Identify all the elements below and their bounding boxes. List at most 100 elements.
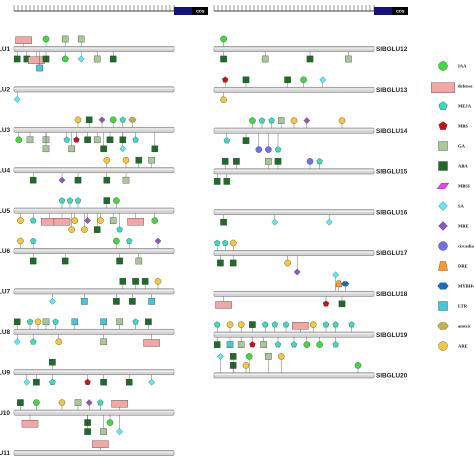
gene-label: SlBGLU14	[376, 128, 408, 135]
promoter-bar	[213, 372, 375, 379]
legend-item: IAA	[438, 61, 467, 71]
gene-tracks: LU1 LU2 LU3 LU4 LU5 LU6 LU7 LU8 LU9 LU10 LU11 SlBGL…	[0, 35, 408, 457]
ga-icon	[42, 318, 50, 326]
defense-icon	[127, 218, 144, 226]
cds-box-right	[374, 7, 392, 15]
gene-track: SlBGLU18	[213, 271, 408, 309]
legend-label: MEJA	[458, 104, 472, 109]
promoter-bar	[213, 168, 375, 175]
meja-icon	[348, 321, 355, 328]
gene-label: LU4	[0, 167, 10, 174]
cds-label-right: CDS	[396, 9, 405, 14]
scale-bar-right: CDS	[213, 5, 408, 15]
meja-icon	[26, 318, 34, 325]
meja-icon	[63, 136, 70, 143]
promoter-bar	[213, 331, 375, 338]
meja-icon	[74, 197, 82, 204]
legend-label: ABA	[458, 164, 468, 169]
ga-icon	[68, 145, 75, 153]
are-icon	[68, 226, 75, 233]
aba-icon	[438, 161, 448, 171]
meja-icon	[132, 318, 139, 325]
meja-icon	[262, 321, 269, 328]
are-icon	[277, 353, 285, 360]
mbs-icon	[438, 121, 448, 130]
aba-icon	[100, 145, 107, 153]
legend-item: MRE	[438, 221, 469, 231]
promoter-bar	[13, 288, 175, 295]
legend-item: MBSI	[436, 183, 470, 189]
anoxic-icon	[437, 322, 449, 330]
ltr-icon	[81, 298, 88, 305]
iaa-icon	[113, 197, 120, 204]
ltr-icon	[438, 301, 448, 311]
gene-label: LU1	[0, 46, 10, 53]
aba-icon	[151, 145, 159, 153]
promoter-bar	[13, 46, 175, 52]
aba-icon	[17, 399, 24, 406]
are-icon	[229, 239, 237, 247]
are-icon	[103, 156, 111, 164]
sa-icon	[49, 298, 56, 305]
legend-item: ARE	[438, 341, 468, 351]
ga-icon	[109, 217, 117, 224]
ga-icon	[135, 257, 143, 265]
gene-track: SlBGLU14	[213, 117, 408, 153]
meja-icon	[223, 137, 230, 144]
promoter-bar	[213, 127, 375, 134]
gene-track: LU2	[0, 86, 175, 103]
legend-label: anoxic	[458, 324, 471, 329]
ltr-icon	[100, 318, 107, 326]
mre-icon	[293, 268, 301, 276]
scale-bars: CDS CDS	[13, 5, 408, 15]
aba-icon	[100, 378, 107, 386]
gene-label: SlBGLU16	[376, 209, 408, 216]
gene-label: SlBGLU20	[376, 373, 408, 380]
aba-icon	[42, 55, 50, 63]
sa-icon	[438, 201, 448, 211]
promoter-bar	[213, 290, 375, 297]
aba-icon	[84, 136, 91, 144]
promoter-bar	[13, 207, 175, 214]
gene-label: LU2	[0, 87, 10, 94]
gene-label: LU6	[0, 248, 10, 255]
aba-icon	[103, 197, 111, 204]
legend-item: SA	[438, 201, 465, 211]
legend-item: defense	[431, 82, 473, 93]
mbsi-icon	[436, 183, 450, 189]
gene-track: LU4	[0, 156, 175, 184]
meja-icon	[316, 158, 323, 165]
iaa-icon	[109, 116, 117, 124]
gene-label: LU5	[0, 208, 10, 215]
aba-icon	[49, 358, 56, 366]
iaa-icon	[151, 217, 159, 224]
legend-label: circadia	[458, 244, 474, 249]
promoter-bar	[13, 248, 175, 254]
gene-track: LU10	[0, 399, 175, 435]
meja-icon	[438, 101, 448, 110]
legend-label: MBSI	[458, 184, 470, 189]
are-icon	[237, 321, 245, 328]
aba-icon	[220, 55, 227, 63]
are-icon	[220, 96, 227, 104]
sa-icon	[119, 145, 127, 153]
aba-icon	[338, 300, 346, 308]
gene-track: LU6	[0, 237, 175, 265]
aba-icon	[93, 226, 101, 233]
are-icon	[290, 117, 298, 124]
ga-icon	[345, 55, 352, 63]
defense-icon	[215, 301, 232, 309]
ga-icon	[61, 35, 69, 43]
ga-icon	[42, 145, 50, 153]
gene-track: LU7	[0, 278, 175, 305]
meja-icon	[332, 321, 339, 328]
meja-icon	[282, 321, 290, 328]
ltr-icon	[36, 64, 43, 72]
gene-track: SlBGLU17	[213, 239, 408, 276]
meja-icon	[258, 117, 266, 124]
iaa-icon	[42, 35, 50, 43]
legend-label: LTR	[458, 304, 468, 309]
gene-track: LU3	[0, 116, 175, 153]
gene-label: SlBGLU19	[376, 332, 408, 339]
meja-icon	[322, 321, 330, 328]
